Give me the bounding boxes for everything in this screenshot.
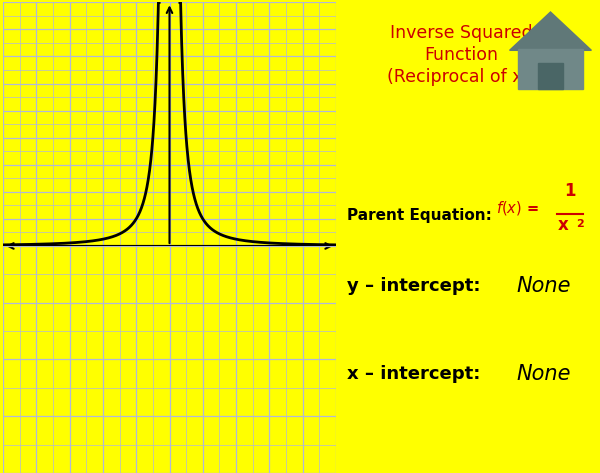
- Text: $\mathit{f(x)}$ =: $\mathit{f(x)}$ =: [496, 199, 539, 217]
- Text: Parent Equation:: Parent Equation:: [347, 208, 492, 223]
- Bar: [538, 63, 563, 88]
- Text: None: None: [517, 364, 571, 384]
- Text: Inverse Squared
Function
(Reciprocal of x²): Inverse Squared Function (Reciprocal of …: [387, 24, 536, 86]
- Bar: [518, 50, 583, 88]
- Text: 2: 2: [576, 219, 584, 229]
- Text: x – intercept:: x – intercept:: [347, 365, 480, 383]
- Polygon shape: [509, 12, 592, 50]
- Text: y – intercept:: y – intercept:: [347, 277, 481, 295]
- Text: 1: 1: [564, 182, 576, 200]
- Text: None: None: [517, 276, 571, 296]
- Text: x: x: [557, 216, 568, 234]
